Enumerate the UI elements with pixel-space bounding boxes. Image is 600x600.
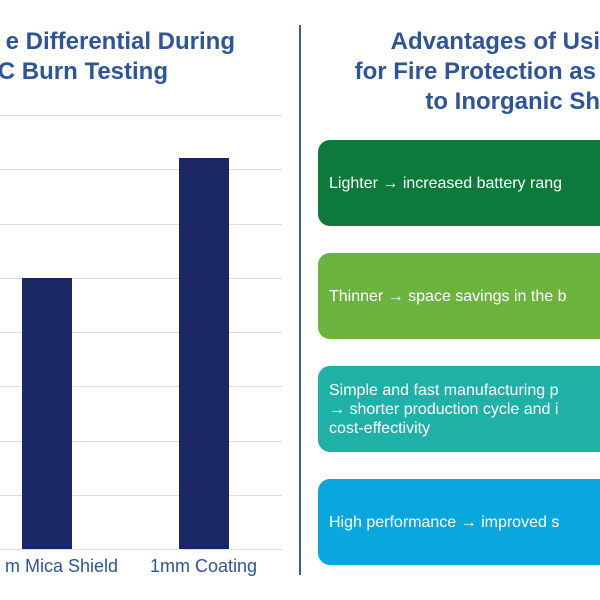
chart-title-line-1: e Differential During <box>5 28 235 55</box>
advantage-text: High performance → improved s <box>329 513 560 531</box>
advantage-text: → shorter production cycle and i <box>329 400 559 418</box>
gridline <box>0 169 282 171</box>
advantage-thinner: Thinner → space savings in the b <box>318 253 600 339</box>
advantages-title-line-1: Advantages of Usi <box>390 28 600 55</box>
gridline <box>0 386 282 388</box>
x-tick-label-0: m Mica Shield <box>4 556 118 576</box>
gridline <box>0 440 282 442</box>
gridline <box>0 115 282 116</box>
bar-0 <box>22 277 72 549</box>
gridline <box>0 549 282 550</box>
advantages-title-line-2: for Fire Protection as <box>354 58 596 85</box>
advantage-text: Lighter → increased battery rang <box>329 174 563 192</box>
gridline <box>0 494 282 496</box>
x-tick-label-1: 1mm Coating <box>150 556 258 576</box>
advantage-lighter: Lighter → increased battery rang <box>318 140 600 226</box>
advantage-manufacturing: Simple and fast manufacturing p → shorte… <box>318 366 600 452</box>
advantage-text: Simple and fast manufacturing p <box>329 381 559 399</box>
panel-divider <box>299 25 301 575</box>
gridline <box>0 223 282 225</box>
gridline <box>0 332 282 333</box>
advantage-text: cost-effectivity <box>329 419 431 437</box>
bar-1 <box>179 158 229 549</box>
advantages-title-line-3: to Inorganic Sh <box>425 88 600 115</box>
advantage-performance: High performance → improved s <box>318 479 600 565</box>
advantage-text: Thinner → space savings in the b <box>329 287 567 305</box>
chart-title-line-2: C Burn Testing <box>0 58 168 85</box>
gridline <box>0 277 282 279</box>
